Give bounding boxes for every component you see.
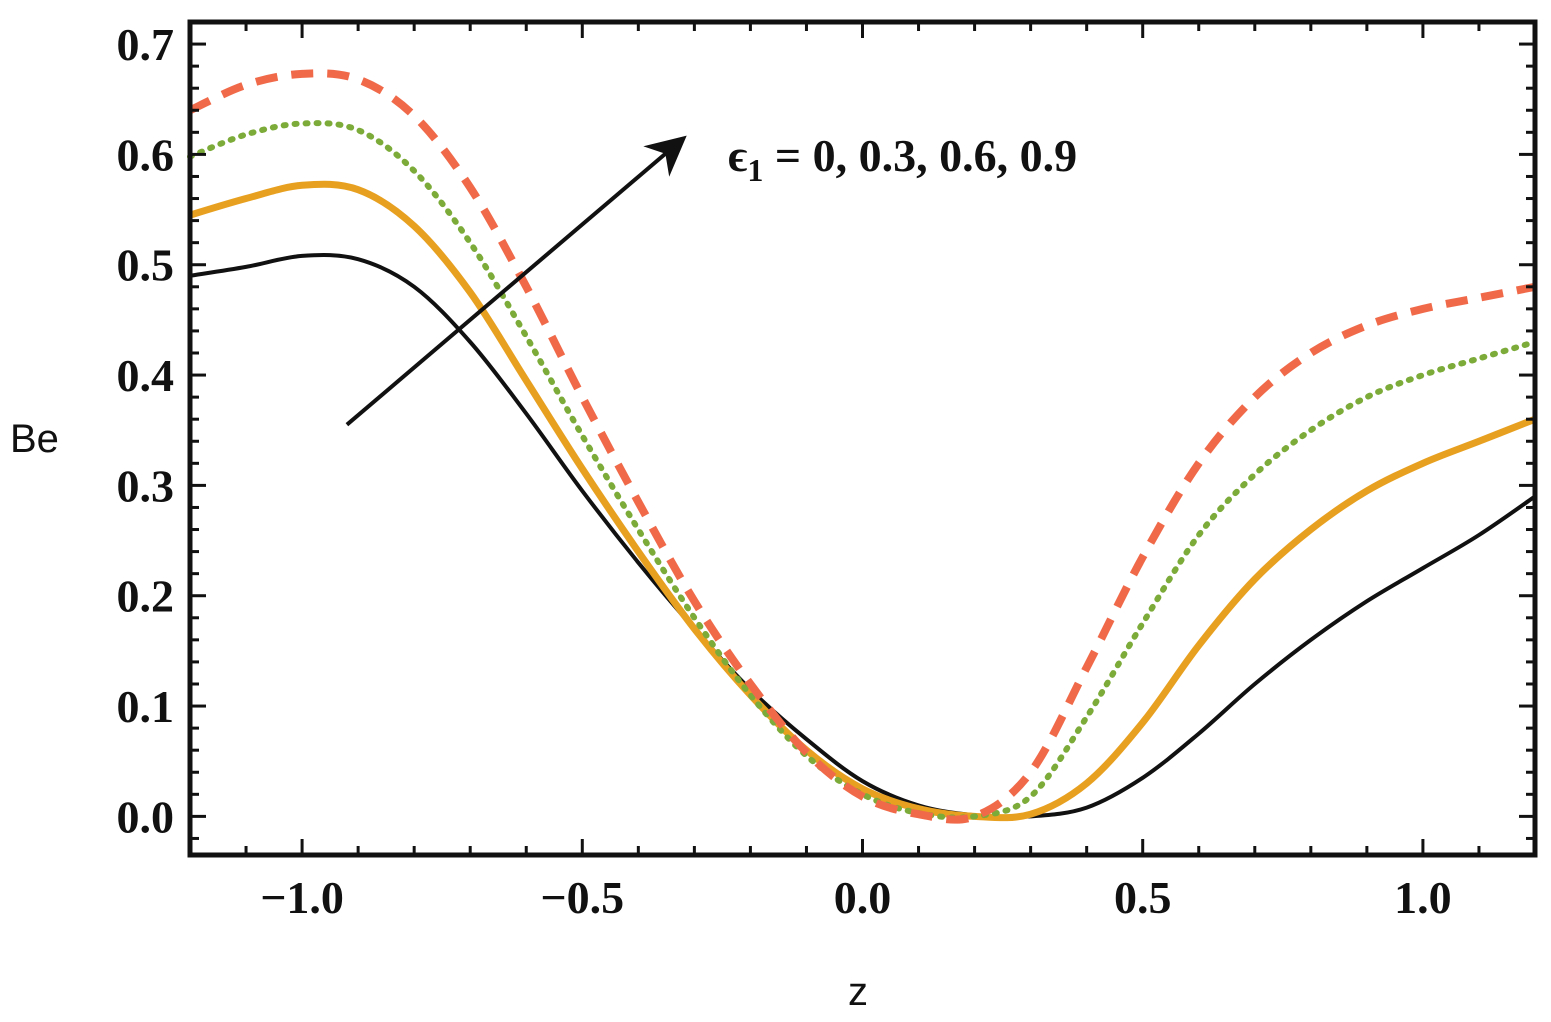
y-tick-label: 0.0 (117, 791, 175, 842)
y-tick-labels: 0.0 0.1 0.2 0.3 0.4 0.5 0.6 0.7 (117, 19, 175, 842)
series-line-2 (187, 120, 1538, 821)
x-axis-title: z (848, 970, 868, 1014)
series-line-3 (188, 69, 1536, 824)
annotation-arrow (345, 135, 687, 427)
y-tick-label: 0.7 (117, 19, 175, 70)
x-tick-labels: −1.0 −0.5 0.0 0.5 1.0 (260, 872, 1451, 923)
y-tick-label: 0.1 (117, 681, 175, 732)
y-tick-label: 0.6 (117, 129, 175, 180)
x-tick-label: 0.5 (1114, 872, 1172, 923)
plot-frame (187, 19, 1538, 858)
series-layer (187, 69, 1538, 824)
epsilon-symbol: ϵ (728, 130, 747, 181)
x-tick-label: 0.0 (834, 872, 892, 923)
epsilon-subscript: 1 (747, 152, 763, 188)
annotation-values: = 0, 0.3, 0.6, 0.9 (763, 130, 1077, 181)
y-tick-label: 0.3 (117, 460, 175, 511)
x-tick-label: 1.0 (1394, 872, 1452, 923)
series-line-0 (189, 253, 1537, 820)
annotation-label: ϵ1 = 0, 0.3, 0.6, 0.9 (728, 130, 1077, 188)
x-tick-label: −1.0 (260, 872, 344, 923)
y-tick-label: 0.5 (117, 240, 175, 291)
y-tick-label: 0.4 (117, 350, 175, 401)
y-tick-label: 0.2 (117, 571, 175, 622)
y-axis-title: Be (10, 417, 59, 461)
series-line-1 (188, 180, 1537, 822)
x-tick-label: −0.5 (540, 872, 624, 923)
